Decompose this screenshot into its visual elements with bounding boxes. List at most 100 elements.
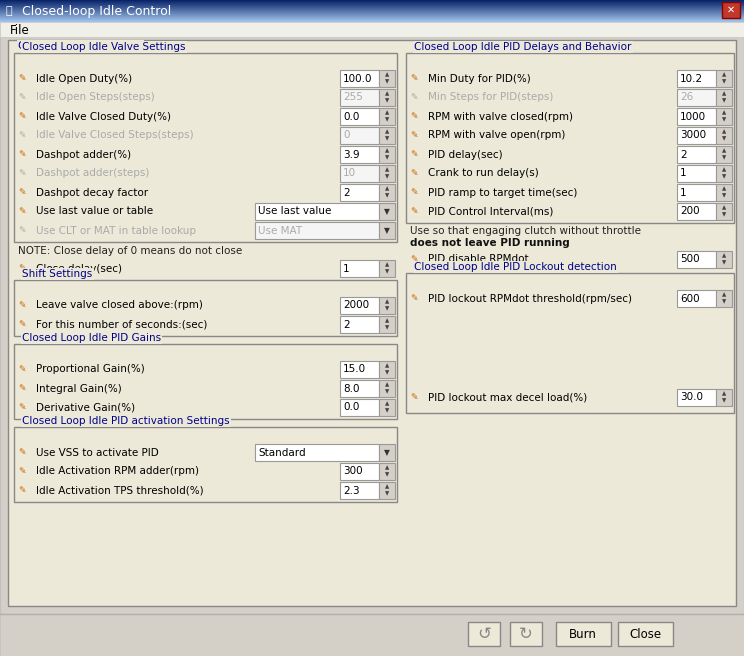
Text: 0: 0 xyxy=(343,131,350,140)
Text: Closed-loop Idle Control: Closed-loop Idle Control xyxy=(18,41,143,51)
Bar xyxy=(379,108,395,125)
Text: 30.0: 30.0 xyxy=(680,392,703,403)
Text: Idle Activation TPS threshold(%): Idle Activation TPS threshold(%) xyxy=(36,485,204,495)
Text: Dashpot adder(%): Dashpot adder(%) xyxy=(36,150,131,159)
Text: RPM with valve open(rpm): RPM with valve open(rpm) xyxy=(428,131,565,140)
Text: ▲: ▲ xyxy=(385,92,389,96)
Text: Idle Valve Closed Steps(steps): Idle Valve Closed Steps(steps) xyxy=(36,131,193,140)
Bar xyxy=(0,3,744,4)
Bar xyxy=(0,21,744,22)
Text: 2000: 2000 xyxy=(343,300,369,310)
Text: Closed Loop Idle PID Lockout detection: Closed Loop Idle PID Lockout detection xyxy=(414,262,617,272)
Bar xyxy=(340,89,379,106)
Text: Close delay(sec): Close delay(sec) xyxy=(36,264,122,274)
Text: ✎: ✎ xyxy=(19,131,26,140)
Bar xyxy=(379,361,395,378)
Text: 600: 600 xyxy=(680,293,699,304)
Bar xyxy=(0,8,744,9)
Text: ✎: ✎ xyxy=(410,393,417,402)
Text: ▲: ▲ xyxy=(385,130,389,134)
Text: ✎: ✎ xyxy=(19,150,26,159)
Bar xyxy=(0,15,744,16)
Bar xyxy=(0,37,744,614)
Text: 2: 2 xyxy=(343,319,350,329)
Bar xyxy=(255,222,379,239)
Text: Proportional Gain(%): Proportional Gain(%) xyxy=(36,365,145,375)
Bar xyxy=(716,165,732,182)
Bar xyxy=(340,184,379,201)
Text: Min Duty for PID(%): Min Duty for PID(%) xyxy=(428,73,530,83)
Text: Burn: Burn xyxy=(569,628,597,640)
Text: ✎: ✎ xyxy=(410,169,417,178)
Bar xyxy=(340,127,379,144)
Bar xyxy=(379,222,395,239)
Text: 🔷: 🔷 xyxy=(5,6,12,16)
Bar xyxy=(406,273,734,413)
Bar xyxy=(716,290,732,307)
Text: 200: 200 xyxy=(680,207,699,216)
Text: 26: 26 xyxy=(680,92,693,102)
Bar xyxy=(677,203,716,220)
Bar xyxy=(14,280,397,336)
Bar xyxy=(716,251,732,268)
Text: ▼: ▼ xyxy=(385,174,389,179)
Text: 1: 1 xyxy=(680,169,687,178)
Bar xyxy=(677,165,716,182)
Bar xyxy=(0,12,744,13)
Bar xyxy=(0,19,744,20)
Bar xyxy=(0,22,744,37)
Text: ▼: ▼ xyxy=(385,306,389,312)
Text: ✎: ✎ xyxy=(19,264,26,273)
Text: Dashpot decay factor: Dashpot decay factor xyxy=(36,188,148,197)
Bar xyxy=(0,13,744,14)
Text: ▼: ▼ xyxy=(722,98,726,104)
Text: 3.9: 3.9 xyxy=(343,150,359,159)
Bar xyxy=(0,2,744,3)
Text: 10: 10 xyxy=(343,169,356,178)
Bar xyxy=(255,203,379,220)
Text: ▲: ▲ xyxy=(385,262,389,268)
Bar xyxy=(379,146,395,163)
Bar xyxy=(379,463,395,480)
Text: ✎: ✎ xyxy=(19,188,26,197)
Text: Closed Loop Idle Valve Settings: Closed Loop Idle Valve Settings xyxy=(22,42,185,52)
Bar xyxy=(0,11,744,12)
Text: 100.0: 100.0 xyxy=(343,73,373,83)
Text: ▲: ▲ xyxy=(385,73,389,77)
Text: For this number of seconds:(sec): For this number of seconds:(sec) xyxy=(36,319,208,329)
Text: ▼: ▼ xyxy=(722,155,726,161)
Bar xyxy=(340,380,379,397)
Text: ▲: ▲ xyxy=(385,149,389,154)
Text: ✎: ✎ xyxy=(19,74,26,83)
Bar xyxy=(379,184,395,201)
Text: 10.2: 10.2 xyxy=(680,73,703,83)
Text: ▲: ▲ xyxy=(722,186,726,192)
Text: ✎: ✎ xyxy=(19,226,26,235)
Text: ✎: ✎ xyxy=(19,384,26,393)
Text: PID lockout RPMdot threshold(rpm/sec): PID lockout RPMdot threshold(rpm/sec) xyxy=(428,293,632,304)
Text: ▼: ▼ xyxy=(385,491,389,497)
Bar xyxy=(340,316,379,333)
Bar xyxy=(0,5,744,6)
Text: File: File xyxy=(10,24,30,37)
Bar xyxy=(677,70,716,87)
Text: Closed Loop Idle PID Delays and Behavior: Closed Loop Idle PID Delays and Behavior xyxy=(414,42,632,52)
Text: 300: 300 xyxy=(343,466,362,476)
Bar xyxy=(255,444,379,461)
Text: ✎: ✎ xyxy=(410,255,417,264)
Text: ▲: ▲ xyxy=(385,466,389,470)
Text: ▼: ▼ xyxy=(385,98,389,104)
Text: ✎: ✎ xyxy=(19,486,26,495)
Text: ✎: ✎ xyxy=(410,131,417,140)
Bar xyxy=(379,70,395,87)
Text: Use CLT or MAT in table lookup: Use CLT or MAT in table lookup xyxy=(36,226,196,236)
Bar xyxy=(340,108,379,125)
Text: Crank to run delay(s): Crank to run delay(s) xyxy=(428,169,539,178)
Bar xyxy=(0,10,744,11)
Bar xyxy=(677,127,716,144)
Text: ✎: ✎ xyxy=(410,188,417,197)
Text: 3000: 3000 xyxy=(680,131,706,140)
Text: ▲: ▲ xyxy=(722,149,726,154)
Bar xyxy=(0,7,744,8)
Text: ✎: ✎ xyxy=(19,448,26,457)
